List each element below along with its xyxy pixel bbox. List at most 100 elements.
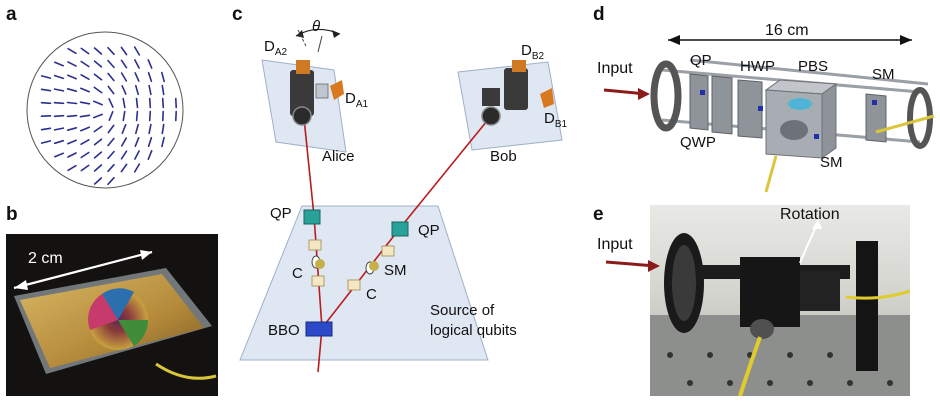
orientation-dash xyxy=(93,177,103,185)
orientation-dash xyxy=(53,101,65,105)
orientation-dash xyxy=(135,110,139,122)
panel-c-letter: c xyxy=(232,4,243,25)
orientation-dash xyxy=(122,97,126,109)
beam-paths xyxy=(303,115,492,373)
orientation-dash xyxy=(148,97,152,109)
alice-detector xyxy=(290,60,344,126)
orientation-dash xyxy=(120,150,128,160)
panel-b-letter: b xyxy=(6,204,18,225)
orientation-dash xyxy=(67,74,77,80)
pbs-side xyxy=(821,83,837,159)
pbs-crystal xyxy=(788,98,812,110)
label-bob: Bob xyxy=(490,148,517,165)
label-db2: DB2 xyxy=(521,42,545,62)
sm-left xyxy=(315,259,325,269)
orientation-dash xyxy=(53,139,65,145)
orientation-dash xyxy=(107,137,115,147)
orientation-dash xyxy=(53,88,65,92)
orientation-dash xyxy=(93,86,103,94)
orientation-dash xyxy=(161,136,165,148)
orientation-dash xyxy=(66,127,78,131)
orientation-dash xyxy=(148,110,152,122)
orientation-dash xyxy=(134,150,140,160)
optics-small xyxy=(308,239,395,291)
orientation-dash xyxy=(40,140,52,144)
label-alice: Alice xyxy=(322,148,355,165)
orientation-dash xyxy=(134,72,140,82)
label-da2: DA2 xyxy=(264,38,288,58)
orientation-dash xyxy=(80,126,90,132)
orientation-dash xyxy=(66,101,78,105)
label-pbs: PBS xyxy=(798,58,829,75)
orientation-dash xyxy=(161,71,165,83)
mount-plates xyxy=(689,73,763,139)
label-source-line2: logical qubits xyxy=(430,322,517,339)
orientation-dash xyxy=(93,151,103,159)
orientation-dash xyxy=(135,84,139,96)
label-qp-right: QP xyxy=(418,222,440,239)
orientation-dash xyxy=(67,164,77,172)
label-qp-left: QP xyxy=(270,205,292,222)
orientation-dash xyxy=(93,125,103,133)
orientation-dash xyxy=(148,123,152,135)
label-input-d: Input xyxy=(597,60,633,77)
orientation-dash xyxy=(135,97,139,109)
orientation-dash xyxy=(107,124,115,134)
orientation-dash xyxy=(107,59,115,69)
orientation-dash xyxy=(147,59,153,69)
label-c-right: C xyxy=(366,286,377,303)
orientation-dash xyxy=(121,85,127,95)
orientation-dash xyxy=(53,152,65,158)
label-qp-d: QP xyxy=(690,52,712,69)
orientation-dash xyxy=(80,87,90,93)
panel-a-letter: a xyxy=(6,4,17,25)
orientation-dash xyxy=(147,71,153,83)
label-sm-top: SM xyxy=(872,66,895,83)
panel-d-letter: d xyxy=(593,4,605,25)
scale-label-b: 2 cm xyxy=(28,250,63,267)
qp-left-element xyxy=(303,209,321,225)
pbs-port xyxy=(780,120,808,140)
fibre-bottom xyxy=(764,155,778,193)
orientation-dash xyxy=(53,74,65,80)
orientation-dash xyxy=(67,139,77,145)
orientation-dash xyxy=(108,111,114,121)
orientation-dash xyxy=(53,114,65,118)
orientation-dash xyxy=(121,137,127,147)
orientation-dash xyxy=(133,163,141,173)
orientation-dash xyxy=(40,127,52,131)
orientation-dash xyxy=(121,124,127,134)
label-source-line1: Source of xyxy=(430,302,495,319)
orientation-dash xyxy=(67,47,77,55)
orientation-dash xyxy=(148,84,152,96)
orientation-dash xyxy=(161,97,165,109)
label-bbo: BBO xyxy=(268,322,300,339)
panel-e-letter: e xyxy=(593,204,604,225)
orientation-dash xyxy=(80,151,90,159)
orientation-dash xyxy=(93,164,103,172)
label-theta: θ xyxy=(312,18,321,35)
db1-detector xyxy=(540,88,554,108)
orientation-dash xyxy=(133,46,141,56)
orientation-dash xyxy=(107,163,115,173)
orientation-dash xyxy=(93,47,103,55)
orientation-dash xyxy=(67,61,77,67)
label-c-left: C xyxy=(292,265,303,282)
orientation-dash xyxy=(79,101,91,105)
screws xyxy=(700,90,877,139)
orientation-dash xyxy=(80,164,90,172)
orientation-dash xyxy=(161,84,165,96)
orientation-dash xyxy=(53,61,65,67)
orientation-dash xyxy=(107,150,115,160)
orientation-dash xyxy=(80,74,90,80)
orientation-dash xyxy=(93,73,103,81)
orientation-lines xyxy=(40,46,177,186)
qp-right-element xyxy=(391,221,409,237)
orientation-dash xyxy=(80,139,90,145)
orientation-dash xyxy=(80,60,90,68)
fibre-right xyxy=(875,114,935,134)
label-db1: DB1 xyxy=(544,110,568,130)
orientation-dash xyxy=(134,59,140,69)
